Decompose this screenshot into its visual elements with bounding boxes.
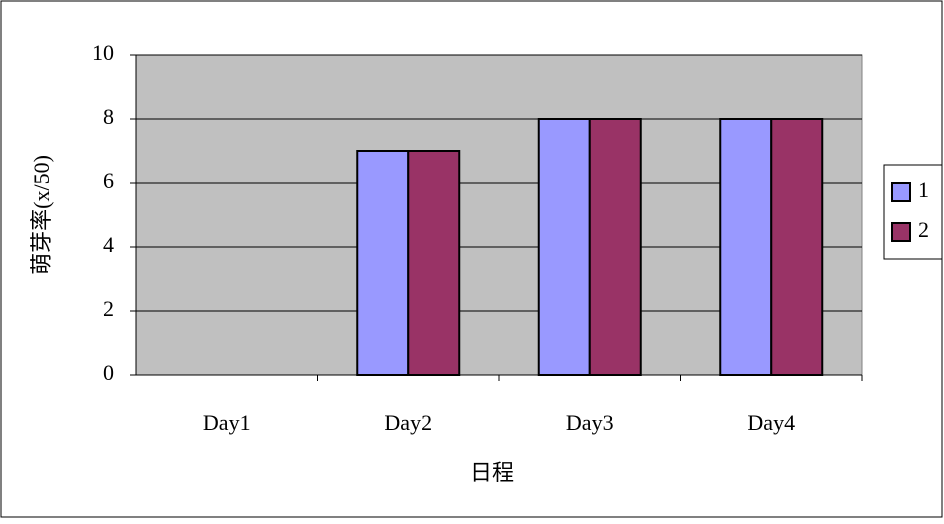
y-tick-label: 4 <box>103 232 114 257</box>
bar <box>770 118 824 376</box>
x-tick-label: Day2 <box>384 410 432 435</box>
x-tick-label: Day1 <box>203 410 251 435</box>
legend-swatch <box>891 182 911 202</box>
y-axis-label: 萌芽率(x/50) <box>29 155 54 275</box>
bar <box>537 118 591 376</box>
x-tick-label: Day3 <box>566 410 614 435</box>
y-tick-label: 0 <box>103 360 114 385</box>
y-tick-label: 10 <box>92 40 114 65</box>
legend-label: 2 <box>918 217 929 242</box>
x-tick-label: Day4 <box>747 410 795 435</box>
y-tick-label: 8 <box>103 104 114 129</box>
x-axis-label: 日程 <box>470 460 514 485</box>
y-tick-label: 6 <box>103 168 114 193</box>
legend-label: 1 <box>918 177 929 202</box>
y-tick-label: 2 <box>103 296 114 321</box>
legend-box <box>883 164 943 260</box>
bar <box>407 150 461 376</box>
legend-swatch <box>891 222 911 242</box>
bar <box>356 150 410 376</box>
bar <box>719 118 773 376</box>
bar <box>588 118 642 376</box>
